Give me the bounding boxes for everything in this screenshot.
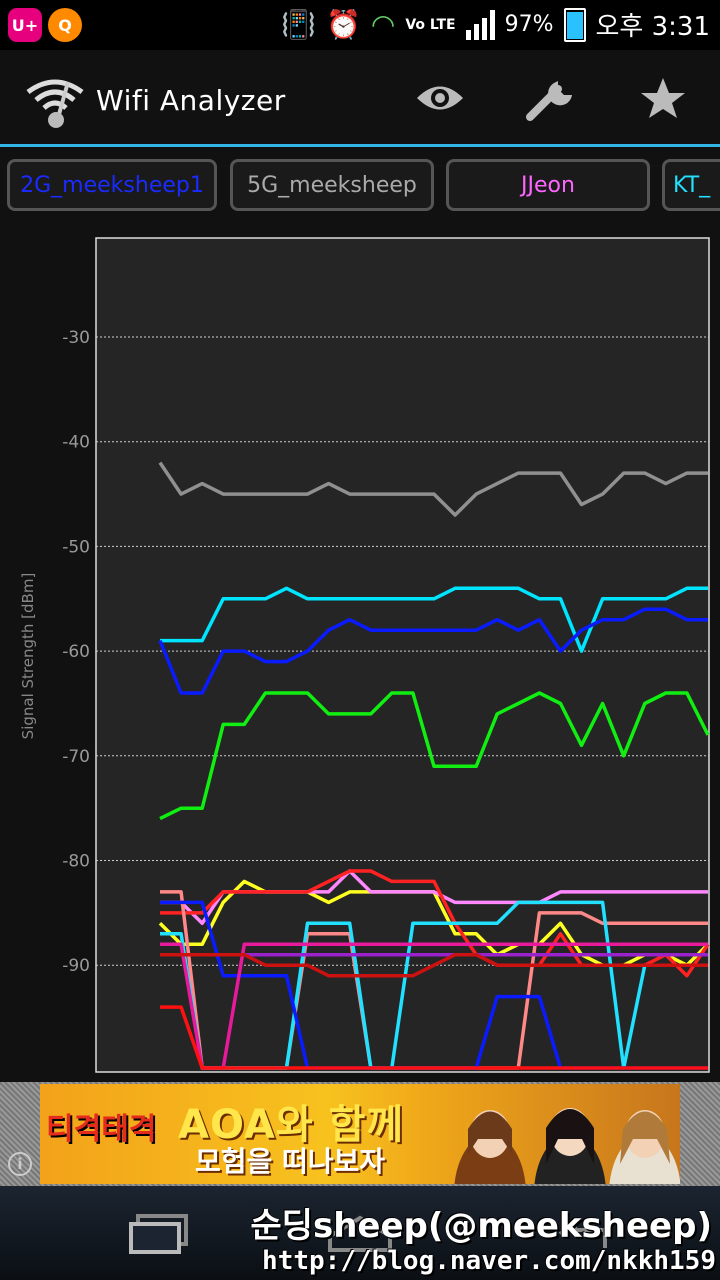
home-button[interactable] [325, 1214, 395, 1254]
navigation-bar [0, 1186, 720, 1280]
wrench-icon [526, 81, 572, 121]
volte-badge: Vo LTE [405, 16, 456, 33]
series-line-13 [160, 952, 708, 978]
eye-icon [417, 86, 463, 110]
app-logo-icon [26, 79, 84, 128]
series-line-1 [160, 586, 708, 653]
series-line-12 [160, 1005, 708, 1070]
ad-subline: 모험을 떠나보자 [195, 1145, 386, 1178]
y-tick-label: -80 [62, 852, 90, 872]
series-line-2 [158, 607, 708, 695]
watermark-url: http://blog.naver.com/nkkh159 [262, 1246, 716, 1276]
y-tick-label: -30 [62, 328, 90, 348]
ad-content[interactable]: 티격태격 AOA와 함께 모험을 떠나보자 [40, 1084, 680, 1184]
clock: 오후 3:31 [595, 12, 711, 42]
vibrate-icon: 📳 [281, 8, 316, 41]
recent-apps-button[interactable] [128, 1214, 190, 1254]
battery-icon [563, 7, 586, 42]
app-title: Wifi Analyzer [96, 84, 286, 117]
y-tick-label: -40 [62, 433, 90, 453]
y-axis-label: Signal Strength [dBm] [19, 572, 37, 740]
y-tick-label: -50 [62, 537, 90, 557]
eye-button[interactable] [412, 70, 468, 126]
wifi-icon: ◠ [370, 8, 396, 41]
network-tab-strip[interactable]: 2G_meeksheep1 5G_meeksheep JJeon KT_ [0, 147, 720, 233]
ad-headline: AOA와 함께 [178, 1102, 405, 1148]
y-tick-label: -90 [62, 956, 90, 976]
favorite-button[interactable] [635, 70, 691, 126]
series-line-3 [159, 691, 710, 821]
battery-percent: 97% [504, 12, 554, 37]
ad-info-icon[interactable]: i [8, 1152, 32, 1176]
ad-people-image [454, 1108, 680, 1184]
status-bar: U+ Q 📳 ⏰ ◠ Vo LTE 97% 오후 3:31 [0, 0, 720, 50]
watermark-author: 순딩sheep(@meeksheep) [250, 1206, 712, 1246]
y-tick-label: -60 [62, 642, 90, 662]
series-line-0 [158, 461, 708, 517]
action-bar: Wifi Analyzer [0, 50, 720, 147]
alarm-icon: ⏰ [326, 8, 361, 41]
star-icon [641, 78, 685, 118]
app-notification-icon: Q [48, 8, 82, 42]
signal-graph-area: -30 -40 -50 -60 -70 -80 -90 Signal Strength [d… [0, 232, 720, 1082]
tab-2g-meeksheep1[interactable]: 2G_meeksheep1 [7, 159, 217, 211]
y-tick-label: -70 [62, 747, 90, 767]
ad-banner[interactable]: 티격태격 AOA와 함께 모험을 떠나보자 i [0, 1082, 720, 1186]
back-button[interactable] [545, 1214, 615, 1254]
series-line-10 [160, 942, 708, 1070]
tools-button[interactable] [524, 70, 580, 126]
signal-icon [465, 9, 495, 40]
ad-logo: 티격태격 [46, 1112, 157, 1147]
signal-strength-chart: -30 -40 -50 -60 -70 -80 -90 [62, 237, 710, 1073]
uplus-badge: U+ [8, 8, 42, 42]
tab-jjeon[interactable]: JJeon [446, 159, 650, 211]
tab-5g-meeksheep[interactable]: 5G_meeksheep [230, 159, 434, 211]
tab-kt[interactable]: KT_ [662, 159, 720, 211]
